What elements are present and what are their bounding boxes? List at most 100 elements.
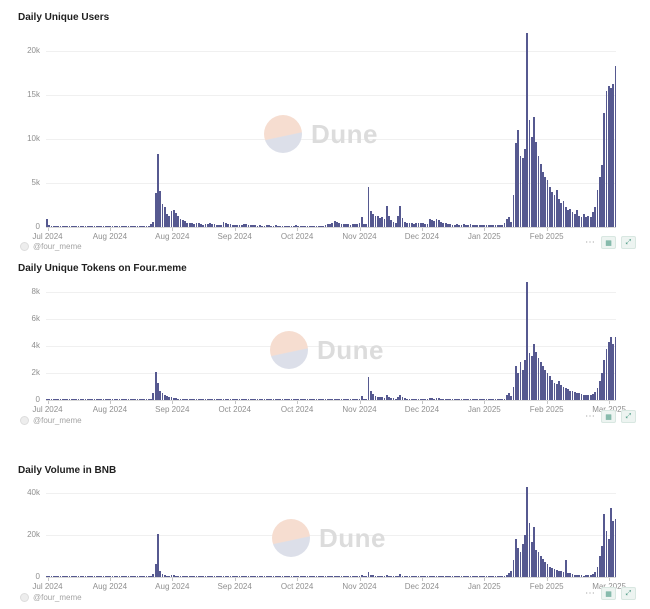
bar [48,399,51,400]
bar [492,399,495,400]
bar [533,526,535,577]
bar [138,226,141,227]
bar [349,399,352,400]
gridline [46,346,616,347]
bar [485,576,488,577]
bar [365,224,368,227]
bar [379,576,381,577]
bar [292,399,295,400]
bar [485,224,488,227]
bar [469,224,472,227]
bar [89,226,91,227]
expand-icon[interactable]: ⤢ [621,587,636,600]
y-axis-label: 15k [27,90,40,99]
bar [614,65,617,227]
bar [166,575,168,577]
bar [177,216,180,227]
bar [50,225,53,227]
tick-mark [484,401,486,404]
y-axis-label: 0 [35,222,40,231]
bar [268,399,270,400]
x-axis-label: Oct 2024 [218,405,251,414]
bar [435,219,438,227]
bar [322,576,325,577]
bar [197,399,200,400]
bar [349,576,352,577]
bar [367,187,370,227]
bar [299,576,302,577]
bar [152,393,155,400]
bar [512,195,515,227]
bar [456,576,458,577]
bar [238,224,241,227]
bar [249,399,252,400]
bar [612,520,615,577]
bar [283,399,286,400]
more-options-icon[interactable]: ⋯ [585,587,596,599]
bar [465,224,467,227]
tick-mark [484,228,486,231]
bar [467,399,470,400]
bar [150,399,152,400]
expand-icon[interactable]: ⤢ [621,410,636,423]
bar [449,224,452,227]
bar [607,86,610,227]
bar [492,224,495,227]
x-axis-label: Mar 2025 [592,405,626,414]
grid-icon[interactable]: ▦ [601,587,616,600]
legend-author-link[interactable]: @four_meme [20,242,82,251]
bar [286,225,288,227]
more-options-icon[interactable]: ⋯ [585,236,596,248]
bar [580,393,583,400]
grid-icon[interactable]: ▦ [601,236,616,249]
bar [265,225,268,227]
bar [415,398,418,400]
bar [127,399,130,400]
bar [508,393,510,400]
bar [168,576,171,577]
bar [191,223,193,227]
bar [256,225,259,227]
bar [274,399,277,400]
more-options-icon[interactable]: ⋯ [585,410,596,422]
bar [383,576,386,577]
bar [317,576,320,577]
bar [91,399,94,400]
legend-author-link[interactable]: @four_meme [20,416,82,425]
bar [413,576,415,577]
bar [399,573,402,577]
bar [431,219,433,227]
bar [399,394,402,400]
bar [290,399,293,400]
x-axis-label: Dec 2024 [404,582,440,591]
bar [258,399,261,400]
bar [460,576,463,577]
bar [211,223,214,227]
bar [360,575,363,577]
bar [157,153,159,227]
bar [215,224,218,227]
bar [476,576,479,577]
bar [551,191,553,227]
bar [530,137,533,227]
bar [138,399,141,400]
bar [113,399,116,400]
bar [166,395,168,400]
bar [354,399,356,400]
bar [558,381,560,400]
legend-author-link[interactable]: @four_meme [20,593,82,602]
bar [302,576,304,577]
expand-icon[interactable]: ⤢ [621,236,636,249]
bar [363,399,365,400]
bar [365,576,368,577]
bar [206,224,209,227]
plot-area: Dune 0 5k 10k 15k 20k Jul 2024 Aug 2024 Aug 202… [27,0,617,256]
bar [308,225,311,227]
grid-icon[interactable]: ▦ [601,410,616,423]
bar [537,358,540,400]
bar [603,514,606,577]
bar [338,399,341,400]
x-axis-label: Aug 2024 [92,582,128,591]
bar [277,225,279,227]
bar [401,397,404,400]
